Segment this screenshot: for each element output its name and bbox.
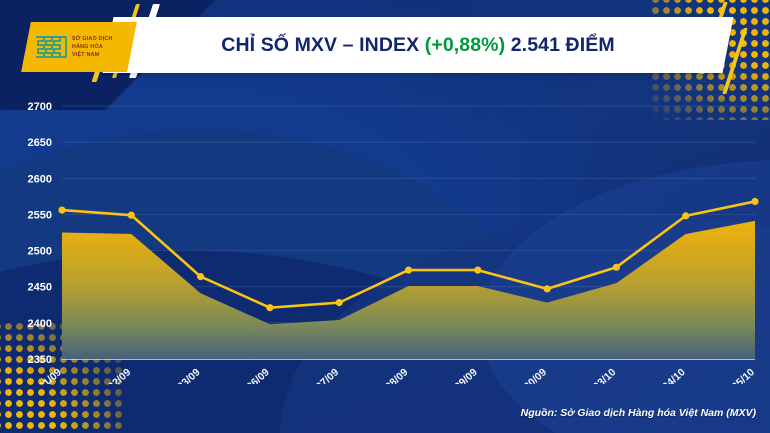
logo: SỞ GIAO DỊCH HÀNG HÓA VIỆT NAM [26, 22, 132, 72]
x-axis-tick: 29/09 [452, 366, 480, 384]
x-axis-tick: 27/09 [314, 366, 342, 384]
data-point-marker [197, 272, 205, 281]
x-axis-tick: 28/09 [383, 366, 411, 384]
x-axis-tick: 22/09 [106, 366, 134, 384]
mxv-logo-icon [36, 36, 67, 58]
y-axis-tick: 2650 [28, 137, 52, 149]
chart-x-axis-labels: 21/09 22/09 23/09 26/09 27/09 28/09 29/09 30/09… [36, 366, 757, 384]
x-axis-tick: 30/09 [522, 366, 550, 384]
page-title-percent: (+0,88%) [424, 33, 506, 56]
source-note: Nguồn: Sở Giao dịch Hàng hóa Việt Nam (M… [520, 407, 756, 419]
x-axis-tick: 26/09 [244, 366, 272, 384]
data-point-marker [127, 211, 135, 219]
data-point-marker [612, 263, 621, 271]
page-title: CHỈ SỐ MXV – INDEX (+0,88%) 2.541 ĐIỂM [221, 34, 614, 57]
data-point-marker [751, 197, 759, 206]
area-fill [62, 220, 755, 359]
data-point-marker [58, 206, 66, 214]
data-point-marker [682, 212, 690, 220]
chart-container: 2350 2400 2450 2500 2550 2600 2650 2700 21/09 22… [0, 84, 770, 384]
chart-data-points [58, 197, 759, 312]
y-axis-tick: 2400 [28, 318, 52, 330]
y-axis-tick: 2600 [28, 173, 52, 185]
title-banner-content: CHỈ SỐ MXV – INDEX (+0,88%) 2.541 ĐIỂM [108, 17, 728, 73]
y-axis-tick: 2450 [28, 282, 52, 294]
logo-line-2: HÀNG HÓA [72, 43, 103, 50]
y-axis-tick: 2550 [28, 209, 52, 221]
y-axis-tick: 2700 [28, 101, 52, 113]
data-point-marker [474, 266, 482, 274]
logo-line-3: VIỆT NAM [72, 52, 100, 59]
x-axis-tick: 03/10 [591, 366, 619, 384]
y-axis-tick: 2350 [28, 354, 52, 366]
logo-line-1: SỞ GIAO DỊCH [72, 35, 113, 42]
page-title-main: CHỈ SỐ MXV – INDEX [221, 33, 425, 56]
data-point-marker [266, 304, 274, 312]
logo-text: SỞ GIAO DỊCH HÀNG HÓA VIỆT NAM [72, 35, 113, 59]
chart-y-axis-labels: 2350 2400 2450 2500 2550 2600 2650 2700 [28, 101, 52, 366]
x-axis-tick: 23/09 [175, 366, 203, 384]
y-axis-tick: 2500 [28, 246, 52, 258]
data-point-marker [335, 299, 343, 307]
page-title-tail: 2.541 ĐIỂM [505, 33, 615, 56]
x-axis-tick: 05/10 [729, 366, 757, 384]
data-point-marker [543, 285, 551, 293]
x-axis-tick: 04/10 [660, 366, 688, 384]
x-axis-tick: 21/09 [36, 366, 64, 384]
data-point-marker [404, 266, 413, 274]
mxv-index-line-chart: 2350 2400 2450 2500 2550 2600 2650 2700 21/09 22… [28, 101, 759, 384]
chart-area-series [62, 220, 755, 359]
